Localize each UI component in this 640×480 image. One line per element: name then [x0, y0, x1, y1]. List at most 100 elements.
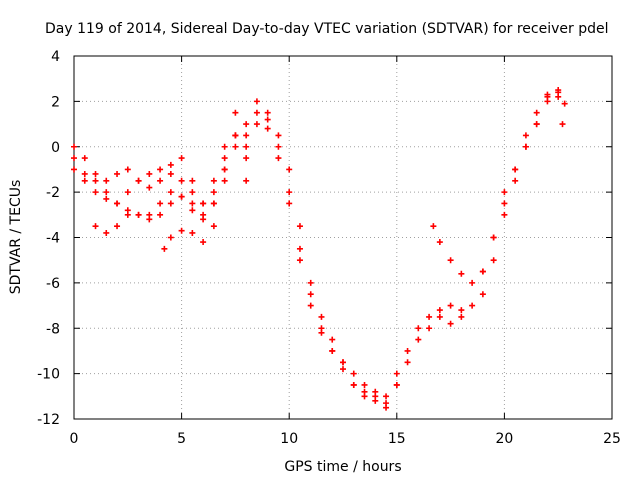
data-point [243, 177, 250, 184]
data-point [92, 170, 99, 177]
data-point [264, 116, 271, 123]
data-point [103, 177, 110, 184]
data-point [447, 302, 454, 309]
data-point [501, 200, 508, 207]
data-point [167, 170, 174, 177]
data-point [275, 155, 282, 162]
data-point [307, 302, 314, 309]
data-point [286, 189, 293, 196]
data-point [436, 307, 443, 314]
data-point [232, 143, 239, 150]
y-tick-label: 0 [51, 140, 60, 156]
data-point [458, 313, 465, 320]
data-point [307, 291, 314, 298]
data-point [469, 302, 476, 309]
data-point [178, 177, 185, 184]
data-point [189, 200, 196, 207]
data-point [157, 166, 164, 173]
data-point [167, 189, 174, 196]
data-point [307, 279, 314, 286]
y-tick-label: -8 [46, 321, 60, 337]
data-point [189, 177, 196, 184]
data-point [221, 155, 228, 162]
y-axis-label: SDTVAR / TECUs [8, 180, 24, 295]
data-point [340, 359, 346, 366]
data-point [243, 121, 250, 128]
data-point [361, 381, 368, 388]
y-tick-label: -10 [37, 367, 60, 383]
data-point [200, 216, 207, 223]
x-tick-label: 25 [603, 431, 621, 447]
data-point [243, 132, 250, 139]
data-point [436, 239, 443, 246]
data-point [210, 189, 217, 196]
data-point [296, 257, 303, 264]
data-point [178, 227, 185, 234]
data-point [200, 200, 207, 207]
data-point [329, 347, 336, 354]
x-tick-label: 10 [280, 431, 298, 447]
data-point [372, 397, 379, 404]
data-point [458, 270, 465, 277]
grid [74, 56, 612, 419]
data-point [124, 189, 131, 196]
data-point [286, 200, 293, 207]
data-point [512, 166, 519, 173]
data-point [361, 393, 368, 400]
data-point [157, 200, 164, 207]
data-point [404, 347, 411, 354]
data-point [92, 189, 99, 196]
x-tick-label: 5 [177, 431, 186, 447]
data-point [135, 177, 142, 184]
y-tick-label: 4 [51, 49, 60, 65]
data-point [544, 93, 551, 100]
data-point [275, 132, 282, 139]
data-point [458, 307, 465, 314]
data-point [92, 223, 99, 230]
data-point [436, 313, 443, 320]
data-point [318, 313, 325, 320]
data-point [286, 166, 293, 173]
chart-title: Day 119 of 2014, Sidereal Day-to-day VTE… [45, 21, 609, 37]
data-point [161, 245, 168, 252]
data-point [167, 234, 174, 241]
data-point [92, 177, 99, 184]
data-point [114, 170, 121, 177]
data-point [146, 184, 153, 191]
data-point [221, 166, 228, 173]
x-tick-label: 15 [388, 431, 406, 447]
data-point [383, 400, 390, 407]
data-point [264, 125, 271, 132]
x-tick-label: 0 [70, 431, 79, 447]
data-point [167, 161, 174, 168]
data-point [318, 329, 325, 336]
data-point [447, 320, 454, 327]
data-point [71, 166, 77, 173]
data-point [221, 143, 228, 150]
data-point [350, 381, 357, 388]
data-point [512, 177, 519, 184]
data-point [393, 381, 400, 388]
y-tick-label: -2 [46, 185, 60, 201]
data-point [81, 170, 88, 177]
data-point [533, 109, 540, 116]
data-point [340, 366, 346, 373]
data-point [430, 223, 437, 230]
data-points [71, 87, 568, 411]
data-point [253, 109, 260, 116]
data-point [479, 268, 486, 275]
data-point [522, 143, 529, 150]
data-point [232, 132, 239, 139]
data-point [447, 257, 454, 264]
data-point [522, 132, 529, 139]
data-point [426, 313, 433, 320]
data-point [561, 100, 568, 107]
y-tick-label: -12 [37, 412, 60, 428]
data-point [146, 170, 153, 177]
data-point [253, 98, 260, 105]
data-point [264, 109, 271, 116]
data-point [243, 143, 250, 150]
data-point [426, 325, 433, 332]
data-point [243, 155, 250, 162]
